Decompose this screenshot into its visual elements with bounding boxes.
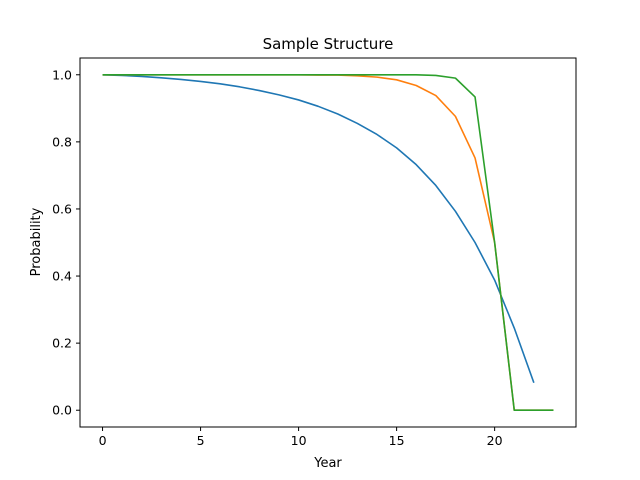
series-line-1 [102, 73, 535, 383]
x-axis-label: Year [313, 456, 342, 471]
plot-area [102, 73, 554, 412]
x-tick-label: 20 [487, 433, 503, 448]
y-tick-label: 0.4 [52, 269, 72, 284]
y-tick-label: 0.8 [52, 134, 72, 149]
y-axis-label: Probability [29, 207, 44, 276]
x-tick-label: 15 [389, 433, 405, 448]
y-tick-label: 0.6 [52, 201, 72, 216]
x-tick-label: 0 [99, 433, 107, 448]
x-tick-label: 5 [197, 433, 205, 448]
x-tick-label: 10 [291, 433, 307, 448]
y-tick-label: 0.2 [52, 336, 72, 351]
series-line-3 [102, 73, 554, 412]
y-tick-label: 0.0 [52, 403, 72, 418]
y-tick-label: 1.0 [52, 67, 72, 82]
chart-title: Sample Structure [263, 35, 394, 53]
axes-frame [79, 57, 577, 428]
